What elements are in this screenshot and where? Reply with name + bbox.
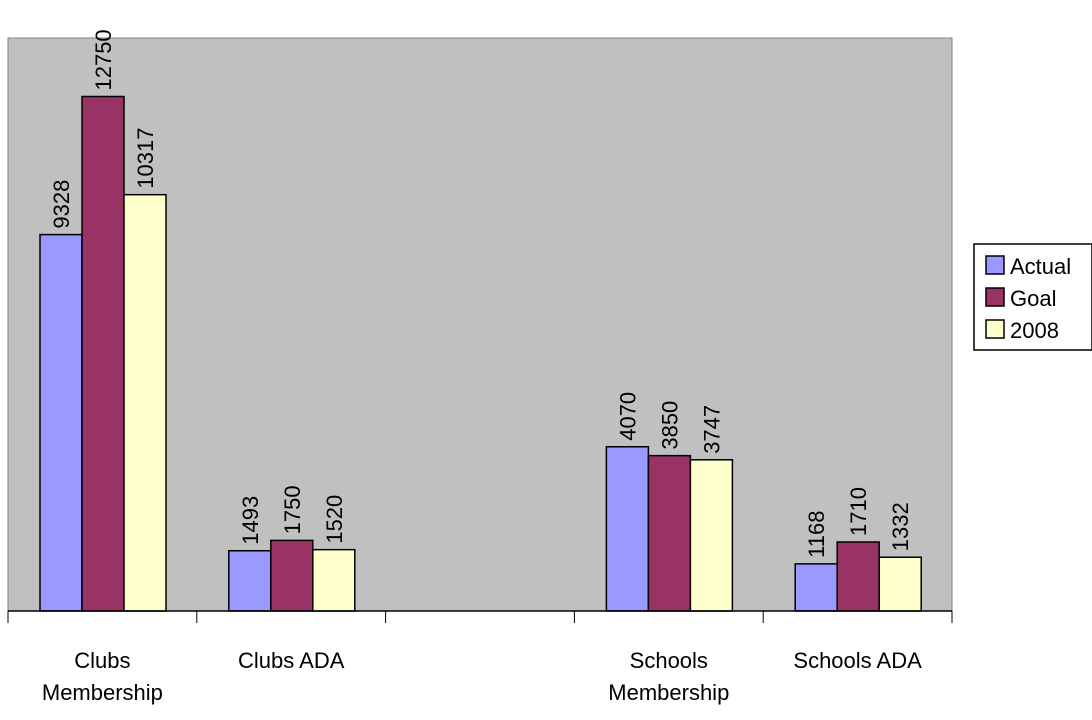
x-tick-label: Clubs Membership (42, 648, 163, 705)
legend-swatch (985, 287, 1005, 307)
bar (878, 556, 922, 612)
bar (605, 446, 650, 612)
x-tick-label-line: Membership (608, 680, 729, 705)
x-tick-label: Schools Membership (608, 648, 729, 705)
data-label: 1520 (322, 495, 347, 544)
data-label: 3850 (657, 401, 682, 450)
bar (228, 550, 272, 612)
data-label: 1750 (280, 485, 305, 534)
legend-swatch (985, 255, 1005, 275)
x-tick-label-line: Schools ADA (793, 648, 922, 673)
data-label: 3747 (699, 405, 724, 454)
data-label: 1710 (846, 487, 871, 536)
bar (39, 233, 83, 612)
data-label: 4070 (615, 392, 640, 441)
data-label: 9328 (49, 180, 74, 229)
legend-label: 2008 (1010, 318, 1059, 343)
legend-label: Goal (1010, 286, 1056, 311)
x-tick-label-line: Clubs ADA (238, 648, 345, 673)
x-tick-label-line: Membership (42, 680, 163, 705)
x-tick-label: Clubs ADA (238, 648, 345, 673)
bar (794, 563, 838, 612)
legend-swatch (985, 319, 1005, 339)
x-tick-label-line: Schools (630, 648, 708, 673)
data-label: 12750 (91, 29, 116, 90)
bar (123, 193, 167, 612)
bar (81, 95, 125, 612)
data-label: 1168 (804, 511, 829, 558)
bar (689, 459, 734, 612)
data-label: 10317 (133, 127, 158, 188)
bar (836, 541, 880, 612)
data-label: 1493 (238, 496, 263, 545)
bar (270, 539, 314, 612)
data-label: 1332 (888, 502, 913, 551)
x-tick-label-line: Clubs (74, 648, 130, 673)
bar (647, 454, 692, 612)
bar (312, 548, 356, 612)
x-tick-label: Schools ADA (793, 648, 922, 673)
legend-label: Actual (1010, 254, 1071, 279)
